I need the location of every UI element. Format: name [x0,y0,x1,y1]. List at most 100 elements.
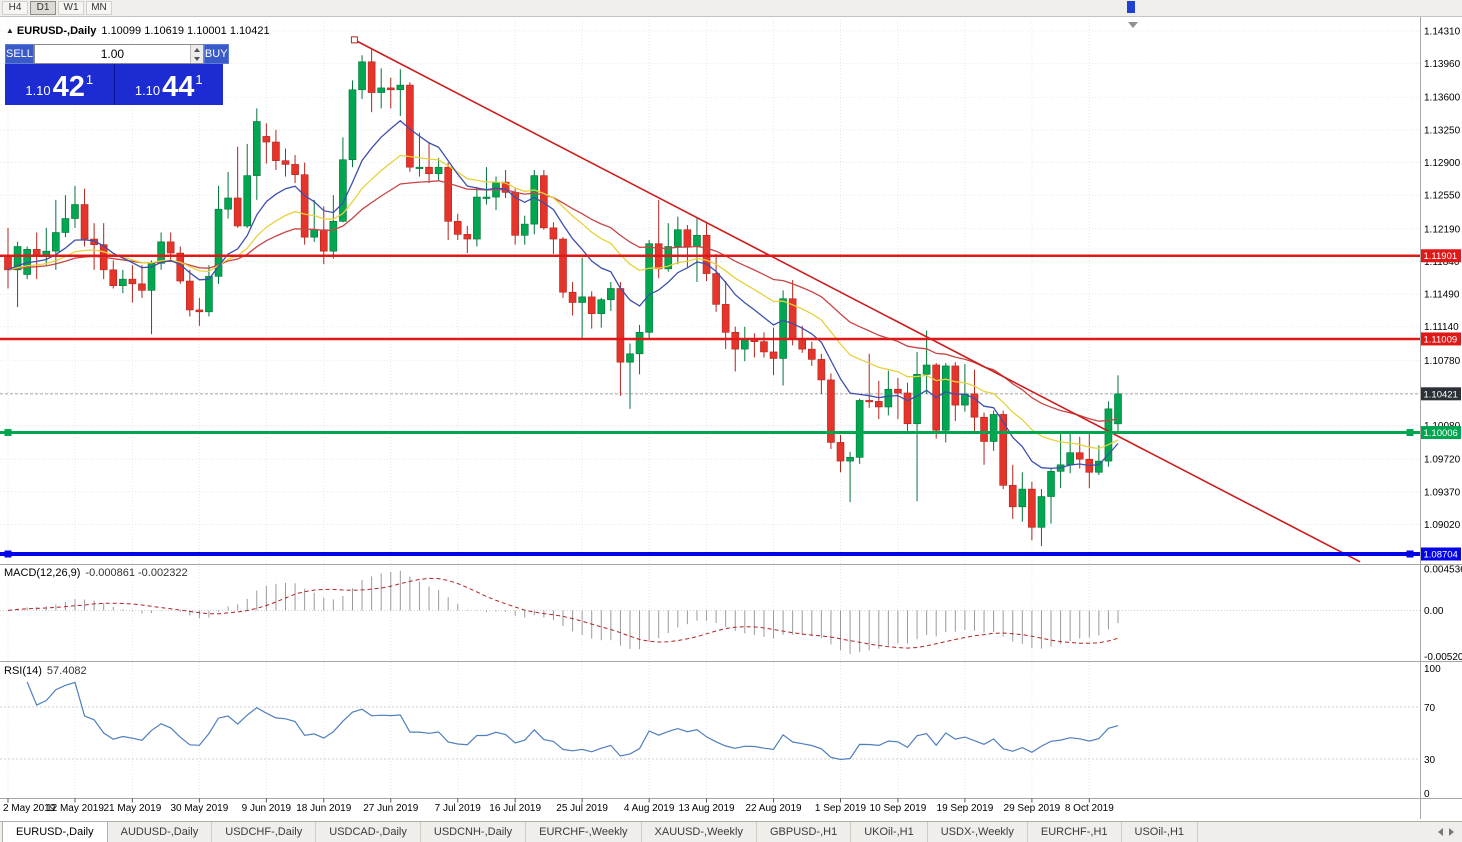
tab-scroll-left-icon[interactable] [1438,828,1443,836]
volume-spinner [189,45,203,63]
price-badge [1421,426,1461,440]
chart-shift-marker-icon[interactable] [1128,22,1138,28]
svg-text:1.10421: 1.10421 [1424,389,1458,400]
price-badge [1421,547,1461,561]
chart-tab[interactable]: GBPUSD-,H1 [757,822,852,842]
macd-histogram [17,570,1119,655]
svg-text:8 Oct 2019: 8 Oct 2019 [1065,803,1114,814]
svg-text:13 Aug 2019: 13 Aug 2019 [678,803,735,814]
svg-text:1 Sep 2019: 1 Sep 2019 [815,803,867,814]
svg-text:1.13250: 1.13250 [1424,125,1461,136]
price-badge [1421,387,1461,401]
sell-price-prefix: 1.10 [25,83,51,98]
chart-tab[interactable]: UKOil-,H1 [851,822,928,842]
svg-text:1.08704: 1.08704 [1424,550,1458,561]
svg-text:1.12550: 1.12550 [1424,191,1461,202]
chart-tab[interactable]: EURUSD-,Daily [2,822,108,842]
chart-tab[interactable]: USDCAD-,Daily [316,822,421,842]
timeframe-buttons: H4 D1 W1 MN [2,1,112,15]
tab-scroll-controls [1430,822,1462,842]
macd-indicator-label: MACD(12,26,9) -0.000861 -0.002322 [4,567,188,579]
svg-text:19 Sep 2019: 19 Sep 2019 [937,803,994,814]
sell-price-sup: 1 [85,72,94,87]
volume-box [33,44,204,64]
chart-tab[interactable]: USDCHF-,Daily [212,822,317,842]
svg-text:1.10780: 1.10780 [1424,356,1461,367]
one-click-collapse-icon[interactable]: ▲ [6,26,14,35]
svg-text:1.12900: 1.12900 [1424,158,1461,169]
arrow-up-icon [193,47,200,52]
svg-text:16 Jul 2019: 16 Jul 2019 [489,803,541,814]
svg-text:2 May 2019: 2 May 2019 [3,803,56,814]
svg-text:29 Sep 2019: 29 Sep 2019 [1004,803,1061,814]
volume-input[interactable] [34,45,190,63]
chart-tab[interactable]: USDX-,Weekly [928,822,1028,842]
chart-symbol-period: EURUSD-,Daily [16,25,97,37]
timeframe-toolbar: H4 D1 W1 MN [0,0,1462,17]
grid [0,20,1420,798]
chart-tab[interactable]: USOil-,H1 [1122,822,1199,842]
timeframe-w1[interactable]: W1 [58,1,84,15]
svg-text:9 Jun 2019: 9 Jun 2019 [242,803,292,814]
svg-text:1.11009: 1.11009 [1424,334,1458,345]
svg-text:-0.005205: -0.005205 [1424,652,1462,663]
chart-tab[interactable]: XAUUSD-,Weekly [642,822,757,842]
descending-trendline[interactable] [354,39,1361,563]
rsi-indicator-label: RSI(14) 57.4082 [4,665,87,677]
svg-text:1.13960: 1.13960 [1424,59,1461,70]
chart-tab[interactable]: USDCNH-,Daily [421,822,527,842]
svg-text:25 Jul 2019: 25 Jul 2019 [556,803,608,814]
line-handle[interactable] [1406,429,1414,437]
chart-title: ▲ EURUSD-,Daily 1.10099 1.10619 1.10001 1.… [6,25,270,37]
buy-price-big: 44 [162,71,195,103]
volume-up-button[interactable] [190,45,203,54]
buy-button[interactable]: BUY [203,44,229,64]
rsi-line [26,681,1119,761]
chart-background [0,17,1462,821]
svg-text:1.11840: 1.11840 [1424,257,1460,268]
chart-tab[interactable]: EURCHF-,H1 [1028,822,1122,842]
svg-text:0.00: 0.00 [1424,606,1444,617]
svg-text:70: 70 [1424,703,1436,714]
sell-price-big: 42 [52,71,85,103]
timeframe-h4[interactable]: H4 [2,1,28,15]
chart-tabbar: EURUSD-,Daily AUDUSD-,Daily USDCHF-,Daily U… [0,821,1462,842]
chart-tabs: EURUSD-,Daily AUDUSD-,Daily USDCHF-,Daily U… [2,822,1199,842]
tab-scroll-right-icon[interactable] [1449,828,1454,836]
window-indicator [1127,1,1135,13]
price-badge [1421,332,1461,346]
svg-text:1.12190: 1.12190 [1424,224,1461,235]
svg-text:18 Jun 2019: 18 Jun 2019 [296,803,351,814]
svg-text:10 Sep 2019: 10 Sep 2019 [870,803,927,814]
svg-text:1.11490: 1.11490 [1424,290,1460,301]
sell-price-display[interactable]: 1.10 42 1 [5,64,114,105]
moving-average-line [7,180,1119,422]
sell-button[interactable]: SELL [5,44,34,64]
macd-name: MACD(12,26,9) [4,567,81,579]
timeframe-mn[interactable]: MN [86,1,112,15]
trendline-handle[interactable] [350,36,358,44]
chart-tab[interactable]: EURCHF-,Weekly [526,822,642,842]
svg-text:1.13600: 1.13600 [1424,93,1461,104]
svg-text:1.11140: 1.11140 [1424,322,1459,333]
svg-text:100: 100 [1424,664,1441,675]
line-handle[interactable] [4,429,12,437]
moving-average-line [7,119,1119,470]
svg-text:21 May 2019: 21 May 2019 [103,803,161,814]
svg-text:1.11901: 1.11901 [1424,251,1458,262]
svg-text:0: 0 [1424,789,1430,800]
buy-price-sup: 1 [195,72,203,87]
buy-price-display[interactable]: 1.10 44 1 [114,64,223,105]
svg-text:1.14310: 1.14310 [1424,27,1461,38]
line-handle[interactable] [4,550,12,558]
chart-tab[interactable]: AUDUSD-,Daily [108,822,213,842]
rsi-value: 57.4082 [46,665,87,677]
timeframe-d1[interactable]: D1 [30,1,56,15]
volume-down-button[interactable] [190,54,203,63]
svg-text:0.004536: 0.004536 [1424,564,1462,575]
buy-price-prefix: 1.10 [134,83,161,98]
line-handle[interactable] [1406,550,1414,558]
